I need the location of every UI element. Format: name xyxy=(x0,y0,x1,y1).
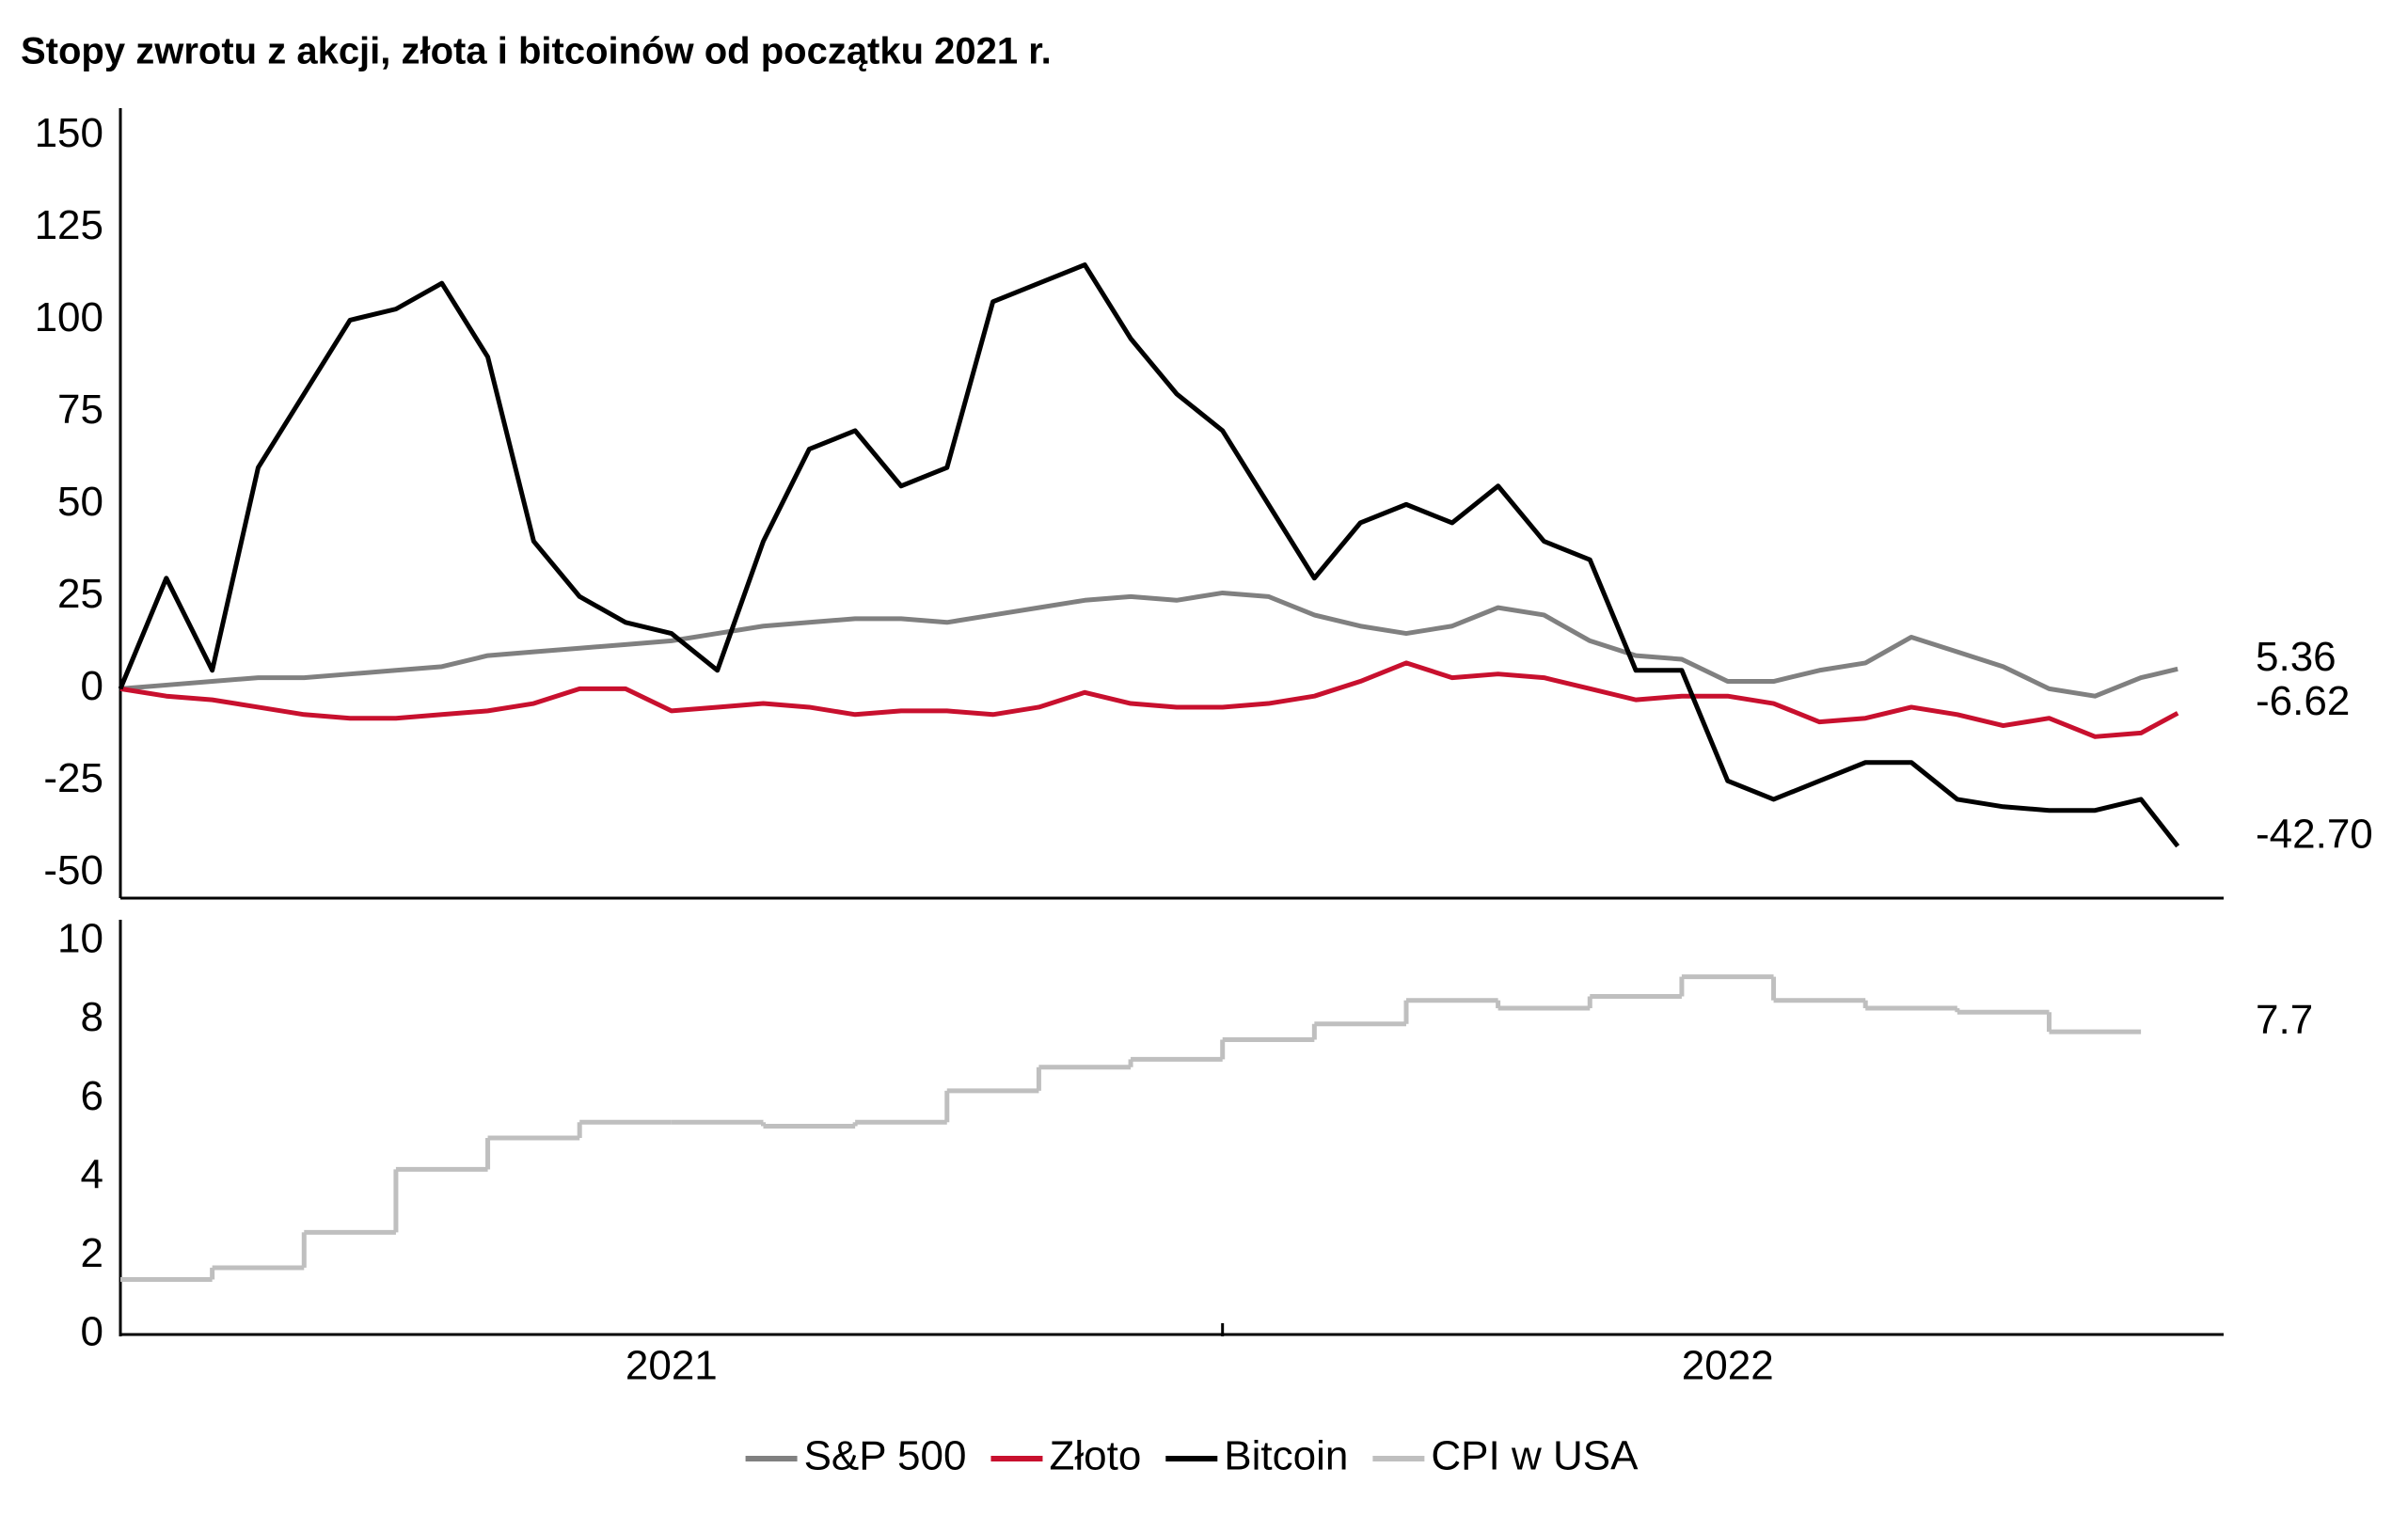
y-tick-label: 4 xyxy=(81,1151,103,1197)
x-tick-label: 2021 xyxy=(626,1343,718,1389)
value-label: 7.7 xyxy=(2256,997,2313,1043)
y-tick-label: 50 xyxy=(57,479,103,525)
legend-label: CPI w USA xyxy=(1431,1433,1639,1479)
y-tick-label: -25 xyxy=(43,755,103,801)
y-tick-label: 100 xyxy=(35,294,103,340)
series-line xyxy=(119,660,2179,739)
y-tick-label: 125 xyxy=(35,202,103,248)
y-tick-label: 75 xyxy=(57,387,103,433)
value-label: -6.62 xyxy=(2256,678,2350,724)
value-label: 5.36 xyxy=(2256,634,2337,680)
legend-label: S&P 500 xyxy=(804,1433,967,1479)
y-tick-label: 10 xyxy=(57,916,103,962)
chart-title: Stopy zwrotu z akcji, złota i bitcoinów … xyxy=(21,31,1052,72)
legend-label: Bitcoin xyxy=(1224,1433,1348,1479)
y-tick-label: 0 xyxy=(81,1309,103,1355)
x-tick-label: 2022 xyxy=(1682,1343,1774,1389)
y-tick-label: 150 xyxy=(35,110,103,156)
y-tick-label: 6 xyxy=(81,1073,103,1119)
series-line xyxy=(119,590,2178,699)
y-tick-label: 2 xyxy=(81,1230,103,1276)
y-tick-label: -50 xyxy=(43,847,103,893)
legend-label: Złoto xyxy=(1049,1433,1141,1479)
value-label: -42.70 xyxy=(2256,811,2373,857)
y-tick-label: 8 xyxy=(81,994,103,1040)
series-line xyxy=(118,262,2180,848)
y-tick-label: 0 xyxy=(81,663,103,709)
y-tick-label: 25 xyxy=(57,571,103,617)
